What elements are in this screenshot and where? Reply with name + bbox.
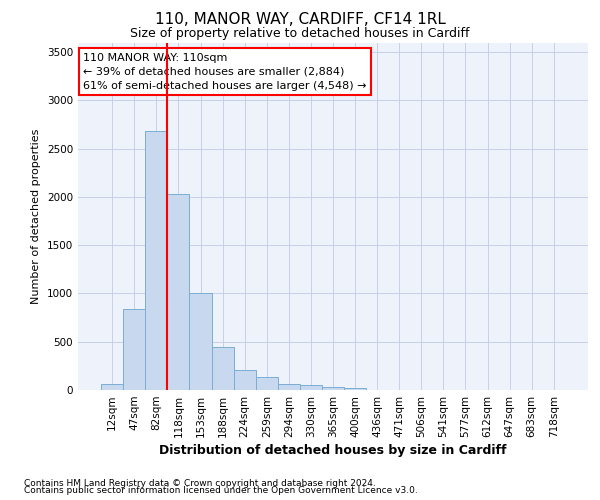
Bar	[300, 384, 322, 390]
Bar	[278, 384, 300, 390]
Bar	[233, 370, 256, 390]
Bar	[212, 346, 233, 390]
Text: Size of property relative to detached houses in Cardiff: Size of property relative to detached ho…	[130, 28, 470, 40]
Bar	[256, 377, 278, 390]
Bar	[145, 132, 167, 390]
Bar	[167, 194, 190, 390]
Bar	[322, 387, 344, 390]
Bar	[190, 294, 212, 390]
Bar	[344, 388, 366, 390]
Text: Contains HM Land Registry data © Crown copyright and database right 2024.: Contains HM Land Registry data © Crown c…	[24, 478, 376, 488]
Text: 110, MANOR WAY, CARDIFF, CF14 1RL: 110, MANOR WAY, CARDIFF, CF14 1RL	[155, 12, 445, 28]
Text: Contains public sector information licensed under the Open Government Licence v3: Contains public sector information licen…	[24, 486, 418, 495]
Y-axis label: Number of detached properties: Number of detached properties	[31, 128, 41, 304]
X-axis label: Distribution of detached houses by size in Cardiff: Distribution of detached houses by size …	[159, 444, 507, 457]
Bar	[123, 309, 145, 390]
Text: 110 MANOR WAY: 110sqm
← 39% of detached houses are smaller (2,884)
61% of semi-d: 110 MANOR WAY: 110sqm ← 39% of detached …	[83, 53, 367, 91]
Bar	[101, 384, 123, 390]
